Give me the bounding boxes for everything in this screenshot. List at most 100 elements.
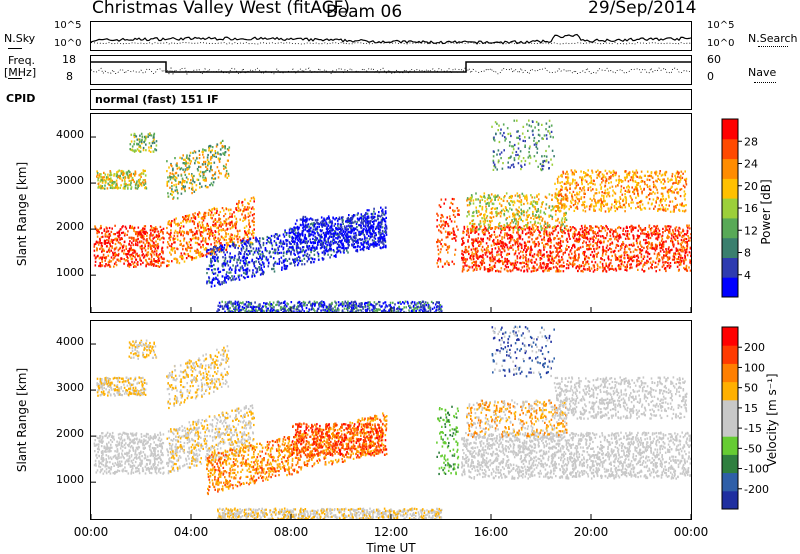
heatmap-cell <box>302 215 305 218</box>
heatmap-cell <box>358 217 361 220</box>
heatmap-cell <box>608 265 610 268</box>
heatmap-cell <box>372 220 374 223</box>
heatmap-cell <box>242 216 245 219</box>
heatmap-cell <box>572 265 574 268</box>
heatmap-cell <box>109 265 111 268</box>
heatmap-cell <box>202 153 204 156</box>
heatmap-cell <box>207 224 209 227</box>
heatmap-cell <box>663 267 666 270</box>
heatmap-cell <box>546 269 549 272</box>
heatmap-cell <box>94 242 97 245</box>
heatmap-cell <box>523 265 526 268</box>
heatmap-cell <box>524 247 526 250</box>
heatmap-cell <box>130 181 132 185</box>
heatmap-cell <box>302 224 304 227</box>
heatmap-cell <box>545 230 548 233</box>
heatmap-cell <box>201 226 204 229</box>
heatmap-cell <box>149 243 151 246</box>
heatmap-cell <box>239 218 241 221</box>
heatmap-cell <box>231 213 233 216</box>
heatmap-cell <box>602 252 604 255</box>
heatmap-cell <box>235 244 237 247</box>
heatmap-cell <box>627 236 629 239</box>
heatmap-cell <box>375 219 377 222</box>
heatmap-cell <box>369 229 371 232</box>
heatmap-cell <box>628 233 631 236</box>
heatmap-cell <box>176 197 179 200</box>
nsearch-label: N.Search <box>748 32 798 45</box>
heatmap-cell <box>685 266 688 269</box>
heatmap-cell <box>373 220 375 223</box>
heatmap-cell <box>191 246 193 249</box>
heatmap-cell <box>631 260 634 263</box>
heatmap-cell <box>234 254 236 257</box>
heatmap-cell <box>119 186 121 189</box>
heatmap-cell <box>209 281 212 284</box>
heatmap-cell <box>173 184 175 187</box>
heatmap-cell <box>681 241 683 244</box>
heatmap-cell <box>316 246 318 249</box>
heatmap-cell <box>143 183 145 187</box>
heatmap-cell <box>687 239 690 242</box>
heatmap-cell <box>139 173 141 176</box>
heatmap-cell <box>149 134 151 137</box>
heatmap-cell <box>126 255 128 258</box>
heatmap-cell <box>524 241 526 244</box>
heatmap-cell <box>223 238 226 241</box>
heatmap-cell <box>517 268 520 271</box>
heatmap-cell <box>109 243 111 246</box>
heatmap-cell <box>330 243 333 246</box>
heatmap-cell <box>547 237 550 240</box>
heatmap-cell <box>234 245 236 248</box>
heatmap-cell <box>497 270 500 273</box>
heatmap-cell <box>665 269 667 273</box>
heatmap-cell <box>212 248 214 251</box>
heatmap-cell <box>96 228 98 231</box>
heatmap-cell <box>130 253 133 256</box>
heatmap-cell <box>139 139 141 142</box>
heatmap-cell <box>103 249 105 252</box>
heatmap-cell <box>238 244 240 248</box>
heatmap-cell <box>217 271 220 274</box>
heatmap-cell <box>605 224 607 228</box>
heatmap-cell <box>249 211 252 214</box>
heatmap-cell <box>232 226 234 229</box>
heatmap-cell <box>378 221 380 224</box>
heatmap-cell <box>253 213 255 216</box>
heatmap-cell <box>478 240 481 243</box>
heatmap-cell <box>368 228 371 231</box>
heatmap-cell <box>336 242 339 246</box>
heatmap-cell <box>582 245 584 248</box>
heatmap-cell <box>135 135 138 138</box>
heatmap-cell <box>170 253 172 256</box>
heatmap-cell <box>313 231 315 234</box>
heatmap-cell <box>125 182 127 186</box>
heatmap-cell <box>277 235 279 238</box>
heatmap-cell <box>491 248 493 251</box>
heatmap-cell <box>521 231 524 235</box>
heatmap-cell <box>444 223 446 226</box>
heatmap-cell <box>504 242 506 245</box>
heatmap-cell <box>630 243 633 246</box>
heatmap-cell <box>661 242 664 245</box>
heatmap-cell <box>321 222 324 225</box>
heatmap-cell <box>109 245 112 248</box>
heatmap-cell <box>308 245 311 248</box>
heatmap-cell <box>490 256 492 259</box>
heatmap-cell <box>373 215 376 218</box>
heatmap-cell <box>351 217 354 220</box>
heatmap-cell <box>207 160 210 163</box>
heatmap-cell <box>187 157 189 160</box>
heatmap-cell <box>526 270 529 273</box>
heatmap-cell <box>640 262 642 265</box>
heatmap-cell <box>107 239 110 242</box>
heatmap-cell <box>499 239 502 243</box>
heatmap-cell <box>338 231 341 234</box>
heatmap-cell <box>437 238 439 241</box>
heatmap-cell <box>566 224 568 228</box>
heatmap-cell <box>540 265 542 268</box>
heatmap-cell <box>498 247 500 250</box>
heatmap-cell <box>192 219 195 223</box>
heatmap-cell <box>320 235 322 239</box>
heatmap-cell <box>357 238 359 241</box>
